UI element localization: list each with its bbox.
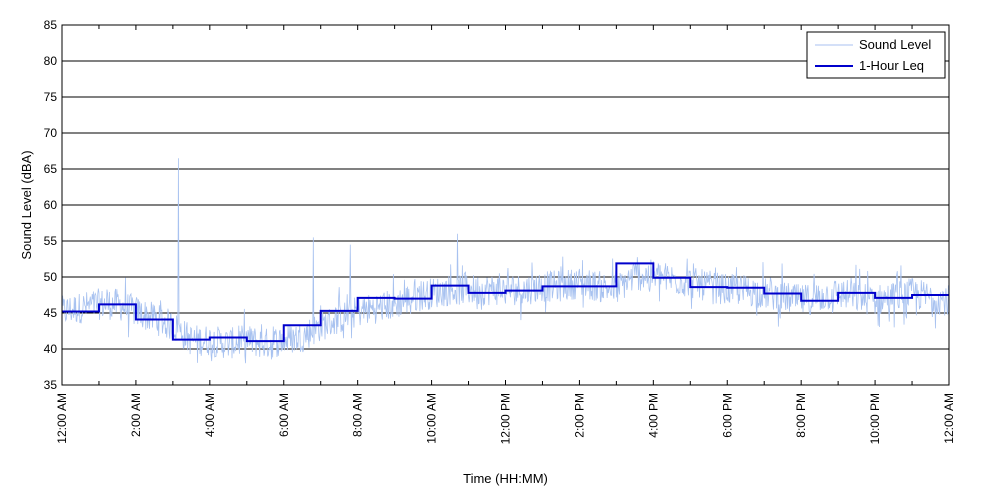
x-tick-label: 8:00 PM [794, 393, 808, 438]
y-tick-label: 70 [44, 126, 58, 140]
y-tick-label: 75 [44, 90, 58, 104]
sound-level-line [61, 158, 950, 364]
x-tick-label: 12:00 AM [942, 393, 956, 444]
series-sound-level [61, 158, 950, 364]
x-axis-label: Time (HH:MM) [463, 471, 548, 486]
leq-step-line [62, 262, 949, 343]
y-tick-label: 55 [44, 234, 58, 248]
x-tick-label: 12:00 PM [499, 393, 513, 444]
y-tick-label: 45 [44, 306, 58, 320]
y-tick-label: 40 [44, 342, 58, 356]
x-axis-ticks: 12:00 AM 2:00 AM 4:00 AM 6:00 AM 8:00 AM 10:0… [55, 25, 956, 444]
x-tick-label: 6:00 PM [720, 393, 734, 438]
legend-label-1-hour-leq: 1-Hour Leq [859, 58, 924, 73]
x-tick-label: 2:00 AM [129, 393, 143, 437]
y-axis-label: Sound Level (dBA) [19, 150, 34, 259]
x-tick-label: 4:00 AM [203, 393, 217, 437]
x-tick-label: 10:00 AM [425, 393, 439, 444]
x-tick-label: 6:00 AM [277, 393, 291, 437]
x-tick-label: 4:00 PM [646, 393, 660, 438]
legend-label-sound-level: Sound Level [859, 37, 931, 52]
y-tick-label: 50 [44, 270, 58, 284]
y-tick-label: 65 [44, 162, 58, 176]
x-tick-label: 2:00 PM [572, 393, 586, 438]
grid-lines [62, 60, 949, 350]
x-tick-label: 10:00 PM [868, 393, 882, 444]
y-axis-ticks: 35 40 45 50 55 60 65 70 75 80 85 [44, 18, 58, 392]
y-tick-label: 85 [44, 18, 58, 32]
legend: Sound Level 1-Hour Leq [806, 31, 946, 79]
y-tick-label: 35 [44, 378, 58, 392]
x-tick-label: 12:00 AM [55, 393, 69, 444]
y-tick-label: 60 [44, 198, 58, 212]
x-tick-label: 8:00 AM [351, 393, 365, 437]
legend-box [806, 31, 946, 79]
y-tick-label: 80 [44, 54, 58, 68]
series-1-hour-leq [62, 262, 949, 343]
